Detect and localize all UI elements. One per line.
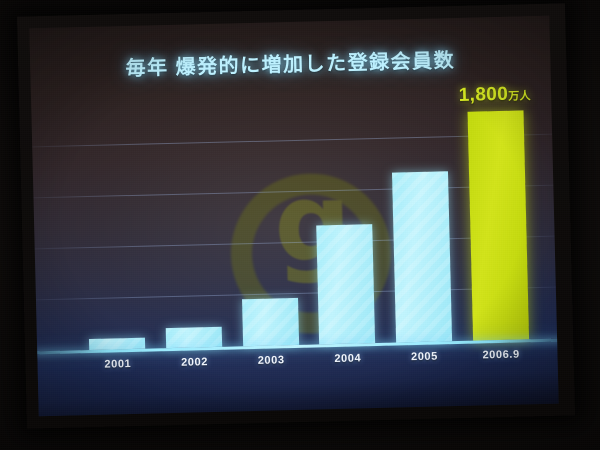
chart-category-axis: 2001 2002 2003 2004 2005 2006.9: [79, 348, 539, 379]
slide-content: 毎年 爆発的に増加した登録会員数 g 1,800万人 2001 2002 2003 2…: [29, 16, 559, 417]
category-label-2005: 2005: [410, 350, 439, 364]
category-label-2003: 2003: [257, 354, 285, 367]
category-label-2006.9: 2006.9: [482, 348, 520, 362]
chart-plot-area: g 1,800万人: [29, 83, 559, 355]
bar-2005[interactable]: [391, 171, 453, 343]
bar-value-unit: 万人: [508, 89, 532, 103]
bar-value-number: 1,800: [458, 83, 509, 106]
bar-2003[interactable]: [241, 297, 299, 347]
bar-2002[interactable]: [165, 326, 223, 349]
bar-2006.9[interactable]: [467, 109, 529, 341]
bar-2004[interactable]: [316, 224, 376, 345]
page-title: 毎年 爆発的に増加した登録会員数: [125, 50, 456, 81]
category-label-2004: 2004: [334, 352, 362, 366]
bar-value-label-2006.9: 1,800万人: [446, 82, 543, 106]
projection-screen-surface: 毎年 爆発的に増加した登録会員数 g 1,800万人 2001 2002 2003 2…: [29, 15, 559, 417]
category-label-2002: 2002: [180, 356, 209, 369]
category-label-2001: 2001: [104, 358, 132, 371]
chart-bars: 1,800万人: [73, 83, 539, 351]
